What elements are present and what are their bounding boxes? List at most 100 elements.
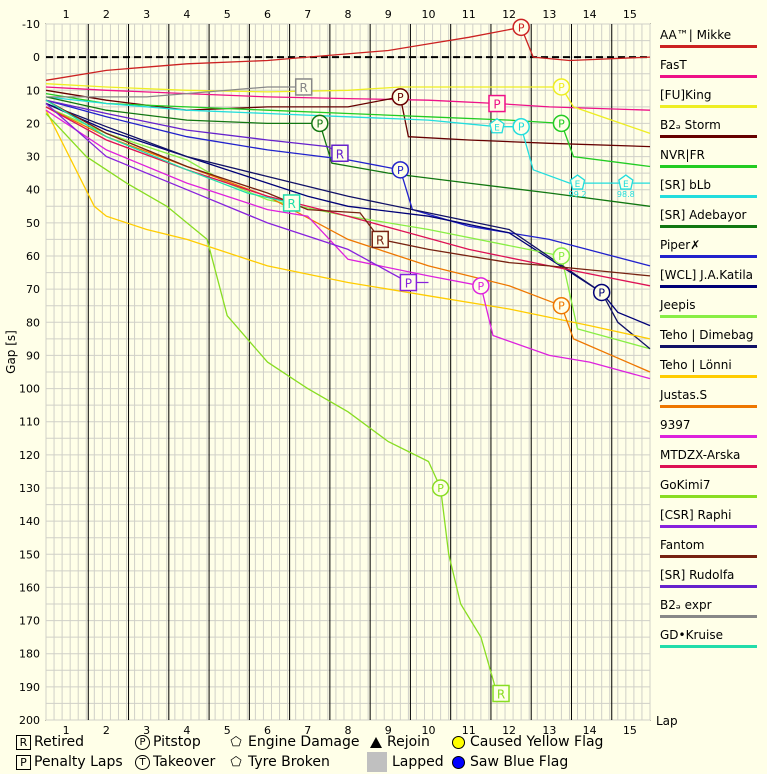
legend-item: [CSR] Raphi <box>660 502 760 532</box>
x-tick-label-top: 14 <box>583 8 597 21</box>
pitstop-marker <box>512 117 530 136</box>
legend-label: GD•Kruise <box>660 628 723 642</box>
pitstop-marker <box>552 78 571 96</box>
x-tick-label: 12 <box>502 724 516 737</box>
legend-label: [SR] bLb <box>660 178 712 192</box>
series-line <box>45 106 651 373</box>
pitstop-marker <box>391 161 410 179</box>
x-tick-label: 15 <box>623 724 637 737</box>
y-tick-label: 170 <box>19 615 40 628</box>
x-tick-label-top: 8 <box>345 8 352 21</box>
legend-item: B2ₔ expr <box>660 592 760 622</box>
legend-label: [SR] Adebayor <box>660 208 747 222</box>
penalty-marker <box>488 94 506 113</box>
engine-annotation: 98.8 <box>617 190 635 199</box>
series-line <box>45 109 651 380</box>
legend-swatch <box>660 285 757 288</box>
legend-item: Fantom <box>660 532 760 562</box>
retired-marker <box>492 684 510 703</box>
engine-damage-marker-label: E <box>623 180 629 190</box>
y-axis-label: Gap [s] <box>4 330 18 374</box>
legend-item: NVR|FR <box>660 142 760 172</box>
legend-item: 9397 <box>660 412 760 442</box>
x-tick-label: 1 <box>63 724 70 737</box>
legend-item: FasT <box>660 52 760 82</box>
legend-label: 9397 <box>660 418 691 432</box>
legend-label: GoKimi7 <box>660 478 711 492</box>
legend-swatch <box>660 405 757 408</box>
legend-item: Piper✗ <box>660 232 760 262</box>
x-tick-label-top: 4 <box>183 8 190 21</box>
y-tick-label: 70 <box>26 283 40 296</box>
x-axis-label: Lap <box>656 714 678 728</box>
retired-marker-label: R <box>376 233 384 247</box>
legend-label: Justas.S <box>660 388 708 402</box>
legend-swatch <box>660 45 757 48</box>
legend-item: Jeepis <box>660 292 760 322</box>
legend-swatch <box>660 345 757 348</box>
series-line <box>45 113 498 694</box>
legend-item: Teho | Dimebag <box>660 322 760 352</box>
series-line <box>45 26 651 81</box>
legend-swatch <box>660 495 757 498</box>
legend-swatch <box>660 435 757 438</box>
x-tick-label: 8 <box>345 724 352 737</box>
pitstop-marker-label: P <box>518 21 525 34</box>
y-tick-label: 50 <box>26 217 40 230</box>
legend-swatch <box>660 315 757 318</box>
y-tick-label: 130 <box>19 482 40 495</box>
retired-marker-label: R <box>300 81 308 95</box>
y-tick-label: -10 <box>22 18 40 31</box>
penalty-marker-label: P <box>405 277 412 291</box>
pitstop-marker <box>552 247 571 265</box>
legend-label: [FU]King <box>660 88 712 102</box>
x-tick-label: 13 <box>542 724 556 737</box>
event-markers: P P P P P E P E E P P P P P P P R P R R R R 99.2 98.8 <box>282 18 635 703</box>
x-tick-label-top: 15 <box>623 8 637 21</box>
pitstop-marker-label: P <box>558 300 565 313</box>
legend-label: B2ₔ Storm <box>660 118 721 132</box>
pitstop-marker <box>391 88 410 106</box>
key-yellow-flag: Caused Yellow Flag <box>452 734 603 750</box>
y-tick-label: 30 <box>26 151 40 164</box>
x-tick-label: 10 <box>422 724 436 737</box>
x-tick-label-top: 6 <box>264 8 271 21</box>
series-line <box>45 109 651 340</box>
pitstop-marker-label: P <box>558 250 565 263</box>
x-tick-label-top: 9 <box>385 8 392 21</box>
y-tick-label: 180 <box>19 648 40 661</box>
pitstop-marker-label: P <box>397 91 404 104</box>
y-tick-label: 90 <box>26 349 40 362</box>
key-engine-damage: ⬠ Engine Damage <box>230 734 360 750</box>
y-tick-label: 60 <box>26 250 40 263</box>
legend-swatch <box>660 585 757 588</box>
pitstop-marker-label: P <box>316 117 323 130</box>
key-pitstop: P Pitstop <box>135 734 201 750</box>
legend-label: Jeepis <box>660 298 696 312</box>
series-line <box>45 83 651 135</box>
key-blue-flag: Saw Blue Flag <box>452 754 568 770</box>
legend-label: MTDZX-Arska <box>660 448 741 462</box>
legend-label: AA™| Mikke <box>660 28 732 42</box>
legend-item: [SR] Rudolfa <box>660 562 760 592</box>
pitstop-marker <box>552 114 571 133</box>
engine-damage-marker-label: E <box>575 180 581 190</box>
series-line <box>45 106 651 350</box>
series-line <box>45 99 292 204</box>
pitstop-marker <box>431 479 450 497</box>
series-line <box>46 86 304 98</box>
legend-label: B2ₔ expr <box>660 598 712 612</box>
pitstop-marker <box>552 296 571 315</box>
legend-item: [FU]King <box>660 82 760 112</box>
y-tick-label: 80 <box>26 316 40 329</box>
y-tick-label: 150 <box>19 548 40 561</box>
pitstop-marker <box>311 114 329 133</box>
series-line <box>45 102 651 350</box>
x-tick-label: 14 <box>583 724 597 737</box>
x-tick-label-top: 5 <box>224 8 231 21</box>
y-tick-label: 20 <box>26 117 40 130</box>
legend-label: [CSR] Raphi <box>660 508 732 522</box>
legend-item: Teho | Lönni <box>660 352 760 382</box>
retired-marker-label: R <box>336 147 344 161</box>
